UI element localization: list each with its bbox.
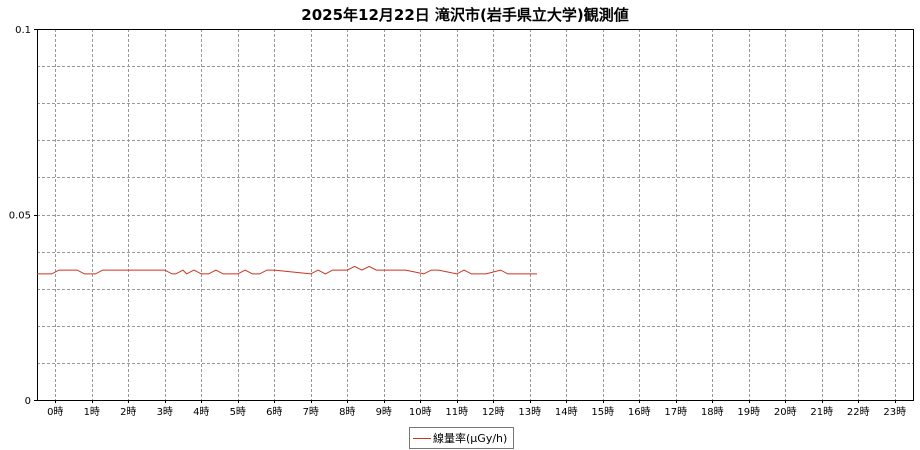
x-tick-label: 13時 xyxy=(518,406,541,418)
x-tick-label: 7時 xyxy=(303,406,319,418)
x-tick-label: 23時 xyxy=(883,406,906,418)
x-axis: 0時 1時 2時 3時 4時 5時 6時 7時 8時 9時 10時 11時 12時 13時 14時 15時 16… xyxy=(47,400,906,418)
x-tick-label: 15時 xyxy=(591,406,614,418)
x-tick-label: 9時 xyxy=(376,406,392,418)
x-tick-label: 6時 xyxy=(266,406,282,418)
x-tick-label: 4時 xyxy=(193,406,209,418)
legend: 線量率(μGy/h) xyxy=(409,427,514,449)
chart-title: 2025年12月22日 滝沢市(岩手県立大学)観測値 xyxy=(301,6,628,24)
y-tick-label: 0.05 xyxy=(9,211,31,222)
x-tick-label: 19時 xyxy=(737,406,760,418)
y-axis: 0 0.05 0.1 xyxy=(9,25,37,407)
x-tick-label: 0時 xyxy=(47,406,63,418)
x-tick-label: 17時 xyxy=(664,406,687,418)
x-tick-label: 2時 xyxy=(120,406,136,418)
x-tick-label: 10時 xyxy=(409,406,432,418)
x-tick-label: 21時 xyxy=(810,406,833,418)
x-tick-label: 5時 xyxy=(230,406,246,418)
x-tick-label: 20時 xyxy=(774,406,797,418)
legend-box xyxy=(409,427,514,449)
x-tick-label: 8時 xyxy=(339,406,355,418)
series-group xyxy=(37,265,537,275)
x-tick-label: 14時 xyxy=(555,406,578,418)
x-tick-label: 22時 xyxy=(847,406,870,418)
x-tick-label: 1時 xyxy=(84,406,100,418)
x-tick-label: 3時 xyxy=(157,406,173,418)
x-tick-label: 18時 xyxy=(701,406,724,418)
x-tick-label: 16時 xyxy=(628,406,651,418)
y-tick-label: 0 xyxy=(25,396,31,407)
x-tick-label: 12時 xyxy=(482,406,505,418)
x-tick-label: 11時 xyxy=(445,406,468,418)
legend-label: 線量率(μGy/h) xyxy=(433,431,507,445)
plot-frame xyxy=(37,29,914,401)
grid xyxy=(37,29,913,400)
series-line xyxy=(37,265,537,275)
y-tick-label: 0.1 xyxy=(15,25,31,36)
